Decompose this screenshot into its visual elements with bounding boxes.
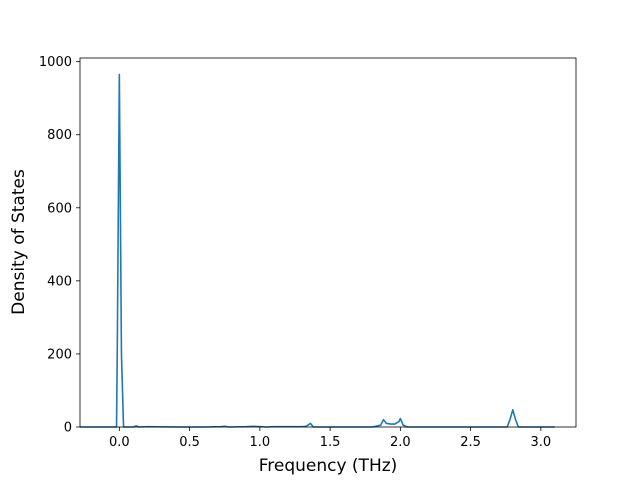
y-tick-label: 800	[47, 128, 72, 143]
y-tick-label: 1000	[39, 55, 72, 70]
x-axis-label: Frequency (THz)	[259, 456, 398, 476]
x-tick-label: 0.0	[109, 435, 130, 450]
x-tick-label: 3.0	[531, 435, 552, 450]
x-tick-label: 0.5	[179, 435, 200, 450]
y-tick-label: 600	[47, 201, 72, 216]
x-axis: 0.0 0.5 1.0 1.5 2.0 2.5 3.0	[109, 427, 551, 450]
y-axis-label: Density of States	[9, 169, 29, 315]
y-tick-label: 0	[64, 421, 72, 436]
axes-frame	[79, 57, 577, 428]
x-tick-label: 1.5	[320, 435, 341, 450]
x-tick-label: 2.0	[390, 435, 411, 450]
plot-area	[79, 57, 577, 428]
x-tick-label: 1.0	[250, 435, 271, 450]
series-line-0	[80, 73, 555, 428]
x-tick-label: 2.5	[460, 435, 481, 450]
y-tick-label: 400	[47, 274, 72, 289]
y-tick-label: 200	[47, 347, 72, 362]
y-axis: 0 200 400 600 800 1000	[39, 55, 80, 436]
